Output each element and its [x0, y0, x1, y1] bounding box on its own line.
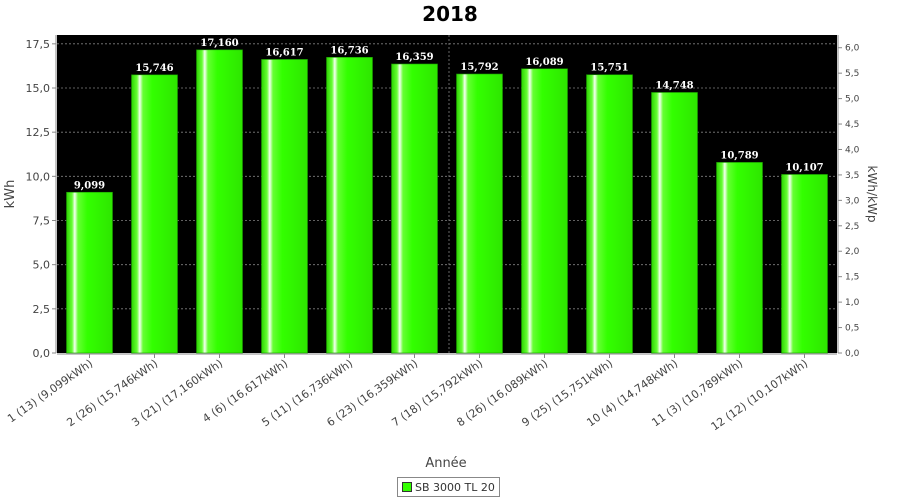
bar-value-label: 9,099	[74, 180, 105, 191]
bar	[66, 191, 113, 354]
bar-value-label: 10,789	[720, 150, 758, 161]
bar	[521, 68, 568, 354]
bar-value-label: 10,107	[785, 162, 823, 173]
bar-value-label: 14,748	[655, 80, 693, 91]
bar	[716, 162, 763, 354]
bar	[196, 49, 243, 354]
bar	[651, 92, 698, 354]
bar-value-label: 15,792	[460, 62, 498, 73]
y2-tick-label: 1,0	[845, 298, 860, 308]
y-tick-label: 12,5	[26, 126, 51, 139]
bar-value-label: 16,359	[395, 52, 433, 63]
y2-tick-label: 0,0	[845, 349, 860, 359]
bars: 9,099 15,746 17,160 16,617 16,736 16,359 15,79…	[66, 38, 828, 354]
bar-value-label: 16,736	[330, 45, 368, 56]
bar-value-label: 16,089	[525, 57, 563, 68]
y-axis-left: 0,0 2,5 5,0 7,5 10,0 12,5 15,0 17,5	[26, 35, 57, 360]
y-tick-label: 15,0	[26, 82, 51, 95]
y2-tick-label: 3,5	[845, 171, 859, 181]
legend: SB 3000 TL 20	[397, 477, 500, 497]
bar-value-label: 15,751	[590, 63, 628, 74]
y2-tick-label: 4,0	[845, 145, 860, 155]
y-axis-right: 0,0 0,5 1,0 1,5 2,0 2,5 3,0 3,5 4,0 4,5 5,0 5,5 6,0	[837, 35, 860, 359]
y-tick-label: 17,5	[26, 38, 51, 51]
y2-tick-label: 4,5	[845, 120, 859, 130]
y-tick-label: 0,0	[33, 347, 51, 360]
bar-value-label: 15,746	[135, 63, 173, 74]
bar-value-label: 17,160	[200, 38, 238, 49]
y2-tick-label: 3,0	[845, 196, 860, 206]
y2-tick-label: 5,5	[845, 69, 859, 79]
y2-tick-label: 2,5	[845, 222, 859, 232]
bar	[456, 73, 503, 354]
bar	[391, 63, 438, 354]
y2-tick-label: 6,0	[845, 44, 860, 54]
y2-axis-title: kWh/kWp	[865, 166, 879, 223]
y2-tick-label: 2,0	[845, 247, 860, 257]
x-axis-title: Année	[425, 456, 466, 471]
y2-tick-label: 1,5	[845, 273, 859, 283]
y2-tick-label: 0,5	[845, 324, 859, 334]
y-tick-label: 10,0	[26, 170, 51, 183]
y-tick-label: 7,5	[33, 215, 51, 228]
y-tick-label: 5,0	[33, 259, 51, 272]
bar	[326, 57, 373, 354]
bar	[131, 74, 178, 354]
chart-title: 2018	[422, 2, 478, 26]
y-tick-label: 2,5	[33, 303, 51, 316]
x-axis: 1 (13) (9,099kWh)2 (26) (15,746kWh)3 (21…	[5, 353, 837, 433]
bar	[781, 174, 828, 354]
bar	[586, 74, 633, 354]
y2-tick-label: 5,0	[845, 95, 860, 105]
gridlines	[57, 35, 837, 353]
y-axis-title: kWh	[3, 180, 18, 209]
bar-value-label: 16,617	[265, 47, 303, 58]
legend-label: SB 3000 TL 20	[415, 480, 495, 494]
legend-swatch	[402, 482, 412, 492]
bar	[261, 59, 308, 354]
